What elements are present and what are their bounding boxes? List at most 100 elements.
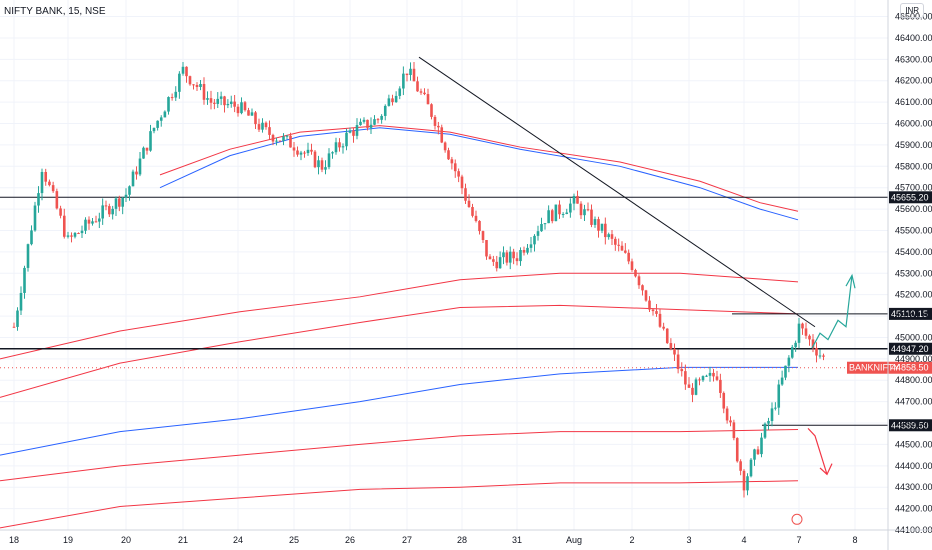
candle-body <box>80 230 84 234</box>
price-tick-label: 46100.00 <box>895 97 932 107</box>
candle-body <box>59 208 62 216</box>
candle-body <box>233 101 236 107</box>
time-tick-label: 2 <box>629 535 634 545</box>
price-tick-label: 46200.00 <box>895 76 932 86</box>
time-tick-label: 8 <box>852 535 857 545</box>
time-tick-label: 31 <box>512 535 522 545</box>
candle-body <box>467 200 471 208</box>
candle-body <box>450 159 454 164</box>
candle-body <box>101 205 104 219</box>
ema-blue-short <box>159 127 799 221</box>
moving-averages <box>0 125 799 529</box>
candle-body <box>91 221 94 224</box>
symbol-tag <box>847 361 889 374</box>
drawings[interactable] <box>418 56 856 525</box>
time-tick-label: 24 <box>233 535 243 545</box>
candle-body <box>338 142 341 148</box>
currency-badge[interactable]: INR <box>900 3 924 18</box>
candle-body <box>70 235 73 237</box>
candle-body <box>209 98 213 103</box>
candle-body <box>131 171 135 187</box>
candle-body <box>818 355 822 357</box>
symbol-tag-label: BANKNIFTY <box>849 363 900 373</box>
candle-body <box>658 313 662 327</box>
price-tick-label: 45800.00 <box>895 161 932 171</box>
price-tick-label: 45000.00 <box>895 332 932 342</box>
candle-body <box>373 119 376 125</box>
candle-body <box>662 326 665 329</box>
candle-body <box>485 240 488 257</box>
candle-body <box>665 328 669 344</box>
candle-body <box>62 215 66 237</box>
price-tick-label: 44400.00 <box>895 461 932 471</box>
candle-body <box>443 142 447 151</box>
candle-body <box>808 335 811 340</box>
candle-body <box>243 102 247 111</box>
candle-body <box>170 97 174 99</box>
candle-body <box>366 119 369 128</box>
price-tick-label: 44600.00 <box>895 418 932 428</box>
candle-body <box>648 300 651 310</box>
candle-body <box>40 171 44 194</box>
candle-body <box>275 140 278 142</box>
candle-body <box>787 357 791 366</box>
candle-body <box>87 219 91 224</box>
candle-body <box>708 372 712 376</box>
candle-body <box>163 111 167 118</box>
candle-body <box>784 365 787 378</box>
candle-body <box>440 127 444 143</box>
time-tick-label: 7 <box>796 535 801 545</box>
price-axis[interactable]: 46500.00 46400.00 46300.00 46200.00 46100.00… <box>887 0 932 550</box>
horizontal-levels[interactable]: 45655.20 45110.15 44947.20 44858.50BANKNIFT… <box>0 191 932 432</box>
candle-body <box>719 379 722 393</box>
candle-body <box>223 96 226 106</box>
candle-body <box>135 171 138 175</box>
candle-body <box>299 152 303 155</box>
candle-body <box>565 212 569 214</box>
price-tick-label: 46400.00 <box>895 33 932 43</box>
candle-body <box>138 158 142 175</box>
time-axis[interactable]: 18 19 20 21 24 25 26 27 28 31 Aug 2 3 4 7 8 <box>0 529 932 545</box>
candle-body <box>512 251 515 259</box>
time-tick-label: 4 <box>741 535 746 545</box>
candle-body <box>257 124 261 130</box>
time-tick-label: 19 <box>63 535 73 545</box>
time-tick-label: 27 <box>402 535 412 545</box>
candle-body <box>229 101 233 104</box>
price-tick-label: 45200.00 <box>895 290 932 300</box>
ema-blue-long <box>0 366 798 456</box>
candle-body <box>617 244 620 246</box>
price-tick-label: 46000.00 <box>895 119 932 129</box>
bearish-projection <box>807 427 828 475</box>
candle-body <box>676 354 680 370</box>
candle-body <box>529 244 533 248</box>
candle-body <box>66 235 70 237</box>
candle-body <box>822 355 825 357</box>
candle-body <box>607 234 610 238</box>
candle-body <box>498 257 502 269</box>
candle-body <box>77 233 80 235</box>
candle-body <box>394 95 398 103</box>
candle-body <box>26 244 30 268</box>
candle-body <box>416 81 419 92</box>
candle-body <box>213 102 216 104</box>
candle-body <box>423 92 426 95</box>
time-tick-label: 20 <box>121 535 131 545</box>
time-tick-label: 26 <box>345 535 355 545</box>
candle-body <box>600 223 604 231</box>
candle-body <box>359 121 362 126</box>
candle-body <box>579 203 583 216</box>
candle-body <box>691 387 694 395</box>
candle-body <box>457 171 460 177</box>
time-tick-label: 18 <box>9 535 19 545</box>
candle-body <box>614 238 617 245</box>
candles <box>12 61 825 498</box>
candle-body <box>760 437 763 455</box>
candle-body <box>250 112 254 116</box>
candle-body <box>804 328 808 336</box>
candle-body <box>240 102 243 114</box>
candle-body <box>735 438 739 462</box>
candle-body <box>651 309 655 312</box>
candle-body <box>641 285 644 291</box>
